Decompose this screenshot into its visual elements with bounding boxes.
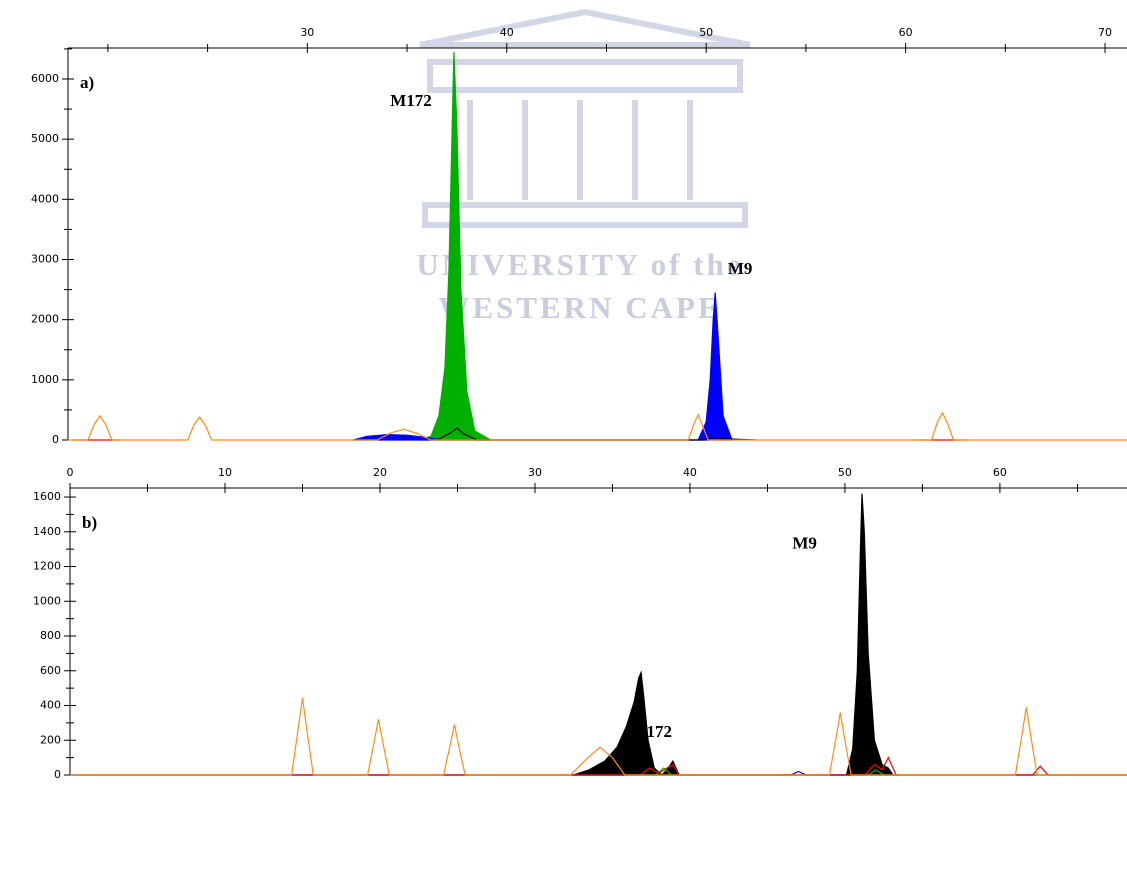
x-tick-label: 30 — [300, 26, 314, 39]
x-tick-label: 10 — [218, 466, 232, 479]
trace-area — [353, 292, 733, 441]
y-tick-label: 4000 — [31, 192, 59, 205]
y-tick-label: 0 — [52, 433, 59, 446]
panel-label: b) — [82, 513, 97, 532]
y-tick-label: 800 — [40, 629, 61, 642]
y-tick-label: 2000 — [31, 313, 59, 326]
y-tick-label: 1000 — [31, 373, 59, 386]
y-tick-label: 200 — [40, 733, 61, 746]
peak-label: M9 — [728, 259, 753, 278]
y-tick-label: 1400 — [33, 525, 61, 538]
x-tick-label: 60 — [899, 26, 913, 39]
x-tick-label: 40 — [500, 26, 514, 39]
y-tick-label: 5000 — [31, 132, 59, 145]
y-tick-label: 6000 — [31, 72, 59, 85]
watermark-text: UNIVERSITY of the — [416, 247, 743, 282]
trace-area — [418, 51, 494, 441]
x-tick-label: 50 — [699, 26, 713, 39]
x-tick-label: 30 — [528, 466, 542, 479]
x-tick-label: 70 — [1098, 26, 1112, 39]
y-tick-label: 1200 — [33, 560, 61, 573]
x-tick-label: 0 — [67, 466, 74, 479]
x-tick-label: 50 — [838, 466, 852, 479]
trace-line — [68, 411, 1127, 441]
x-tick-label: 40 — [683, 466, 697, 479]
x-tick-label: 20 — [373, 466, 387, 479]
y-tick-label: 3000 — [31, 252, 59, 265]
peak-label: M172 — [390, 91, 432, 110]
y-tick-label: 400 — [40, 699, 61, 712]
trace-line — [70, 697, 1127, 776]
x-tick-label: 60 — [993, 466, 1007, 479]
y-tick-label: 0 — [54, 768, 61, 781]
y-tick-label: 1000 — [33, 594, 61, 607]
y-tick-label: 1600 — [33, 490, 61, 503]
watermark-text: WESTERN CAPE — [438, 290, 721, 325]
panel-label: a) — [80, 73, 94, 92]
trace-area — [573, 493, 900, 776]
peak-label: M9 — [792, 534, 817, 553]
y-tick-label: 600 — [40, 664, 61, 677]
watermark-logo — [419, 8, 751, 228]
peak-label: M172 — [630, 722, 672, 741]
